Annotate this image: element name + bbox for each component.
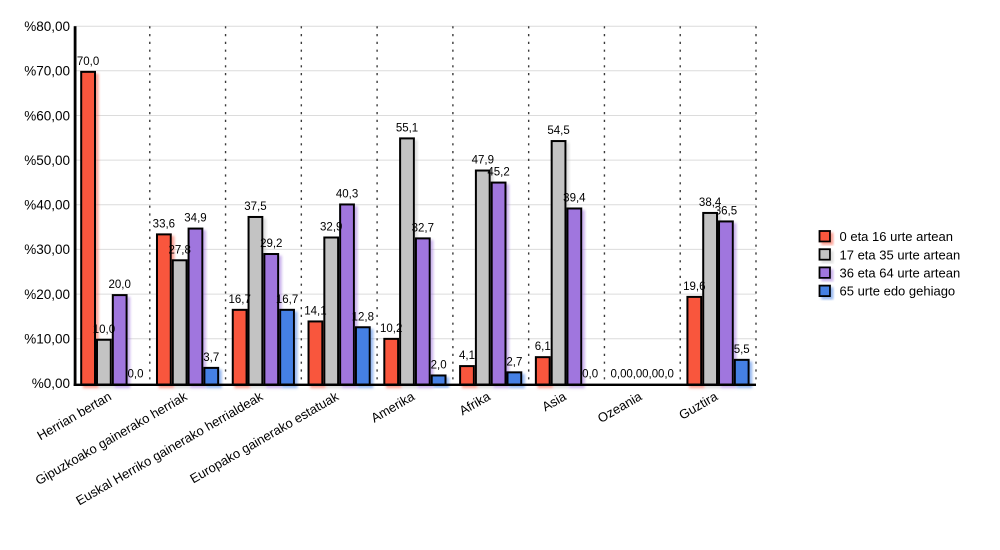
svg-text:5,5: 5,5 xyxy=(734,344,750,356)
svg-text:70,0: 70,0 xyxy=(77,56,99,68)
svg-text:65 urte edo gehiago: 65 urte edo gehiago xyxy=(840,284,956,299)
svg-text:4,1: 4,1 xyxy=(459,350,475,362)
svg-text:32,9: 32,9 xyxy=(320,222,342,234)
svg-text:55,1: 55,1 xyxy=(396,122,418,134)
svg-text:39,4: 39,4 xyxy=(563,192,586,204)
svg-text:33,6: 33,6 xyxy=(153,218,175,230)
svg-text:54,5: 54,5 xyxy=(547,125,569,137)
svg-text:0 eta 16 urte artean: 0 eta 16 urte artean xyxy=(840,229,953,244)
svg-text:%0,00: %0,00 xyxy=(32,376,70,391)
svg-text:10,2: 10,2 xyxy=(380,323,402,335)
svg-text:29,2: 29,2 xyxy=(260,238,282,250)
svg-text:0,0: 0,0 xyxy=(658,368,674,380)
svg-text:47,9: 47,9 xyxy=(472,155,494,167)
svg-text:20,0: 20,0 xyxy=(109,279,131,291)
svg-text:%60,00: %60,00 xyxy=(24,108,70,123)
svg-text:0,0: 0,0 xyxy=(626,368,642,380)
svg-text:37,5: 37,5 xyxy=(244,201,266,213)
svg-text:17 eta 35 urte artean: 17 eta 35 urte artean xyxy=(840,247,961,262)
svg-text:2,7: 2,7 xyxy=(506,356,522,368)
svg-text:32,7: 32,7 xyxy=(412,222,434,234)
svg-text:45,2: 45,2 xyxy=(487,167,509,179)
svg-text:%40,00: %40,00 xyxy=(24,198,70,213)
svg-text:36 eta 64 urte artean: 36 eta 64 urte artean xyxy=(840,266,961,281)
svg-text:%50,00: %50,00 xyxy=(24,153,70,168)
svg-text:36,5: 36,5 xyxy=(715,205,737,217)
svg-text:0,0: 0,0 xyxy=(642,368,658,380)
svg-text:27,8: 27,8 xyxy=(168,244,190,256)
svg-text:16,7: 16,7 xyxy=(276,294,298,306)
svg-text:%20,00: %20,00 xyxy=(24,287,70,302)
svg-text:6,1: 6,1 xyxy=(535,341,551,353)
svg-text:14,1: 14,1 xyxy=(304,305,326,317)
svg-text:12,8: 12,8 xyxy=(352,311,374,323)
svg-text:3,7: 3,7 xyxy=(203,352,219,364)
svg-text:%30,00: %30,00 xyxy=(24,242,70,257)
svg-text:40,3: 40,3 xyxy=(336,188,358,200)
svg-text:38,4: 38,4 xyxy=(699,197,722,209)
svg-text:%80,00: %80,00 xyxy=(24,19,70,34)
svg-text:0,0: 0,0 xyxy=(582,368,598,380)
svg-text:16,7: 16,7 xyxy=(228,294,250,306)
svg-text:19,6: 19,6 xyxy=(683,281,705,293)
svg-text:%10,00: %10,00 xyxy=(24,332,70,347)
svg-text:0,0: 0,0 xyxy=(128,368,144,380)
svg-text:10,0: 10,0 xyxy=(93,324,115,336)
svg-text:34,9: 34,9 xyxy=(184,213,206,225)
svg-text:2,0: 2,0 xyxy=(431,359,447,371)
svg-text:0,0: 0,0 xyxy=(611,368,627,380)
svg-text:%70,00: %70,00 xyxy=(24,64,70,79)
